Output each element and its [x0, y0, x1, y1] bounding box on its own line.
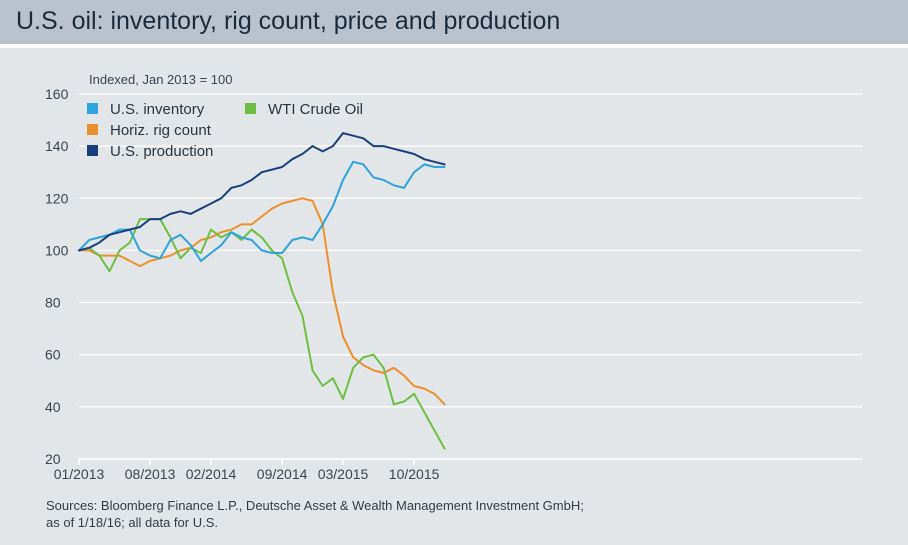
- y-tick-label: 20: [45, 451, 61, 467]
- y-tick-label: 80: [45, 295, 61, 311]
- y-tick-label: 100: [45, 242, 69, 258]
- y-tick-label: 120: [45, 190, 69, 206]
- legend-label: Horiz. rig count: [110, 122, 212, 139]
- y-tick-label: 160: [45, 86, 69, 102]
- y-tick-label: 60: [45, 347, 61, 363]
- legend-label: U.S. inventory: [110, 101, 205, 118]
- x-tick-label: 09/2014: [257, 466, 308, 482]
- chart-title: U.S. oil: inventory, rig count, price an…: [16, 7, 561, 35]
- source-line: Sources: Bloomberg Finance L.P., Deutsch…: [46, 498, 584, 513]
- source-line: as of 1/18/16; all data for U.S.: [46, 515, 218, 530]
- legend-label: WTI Crude Oil: [268, 101, 363, 118]
- chart-panel: [0, 48, 908, 545]
- x-tick-label: 08/2013: [125, 466, 176, 482]
- x-tick-label: 02/2014: [186, 466, 237, 482]
- x-tick-label: 03/2015: [318, 466, 369, 482]
- series-line-wti: [78, 218, 446, 450]
- series-line-inventory: [78, 160, 446, 262]
- legend-swatch: [87, 145, 98, 156]
- legend-label: U.S. production: [110, 143, 213, 160]
- title-bar: U.S. oil: inventory, rig count, price an…: [0, 0, 908, 44]
- legend-swatch: [87, 103, 98, 114]
- legend-swatch: [245, 103, 256, 114]
- y-tick-label: 40: [45, 399, 61, 415]
- x-tick-label: 10/2015: [389, 466, 440, 482]
- y-axis-label: Indexed, Jan 2013 = 100: [89, 72, 232, 87]
- x-tick-label: 01/2013: [54, 466, 105, 482]
- source-note: Sources: Bloomberg Finance L.P., Deutsch…: [46, 497, 584, 531]
- series-line-production: [78, 132, 446, 252]
- y-tick-label: 140: [45, 138, 69, 154]
- legend-swatch: [87, 124, 98, 135]
- series-line-rig-count: [78, 197, 446, 406]
